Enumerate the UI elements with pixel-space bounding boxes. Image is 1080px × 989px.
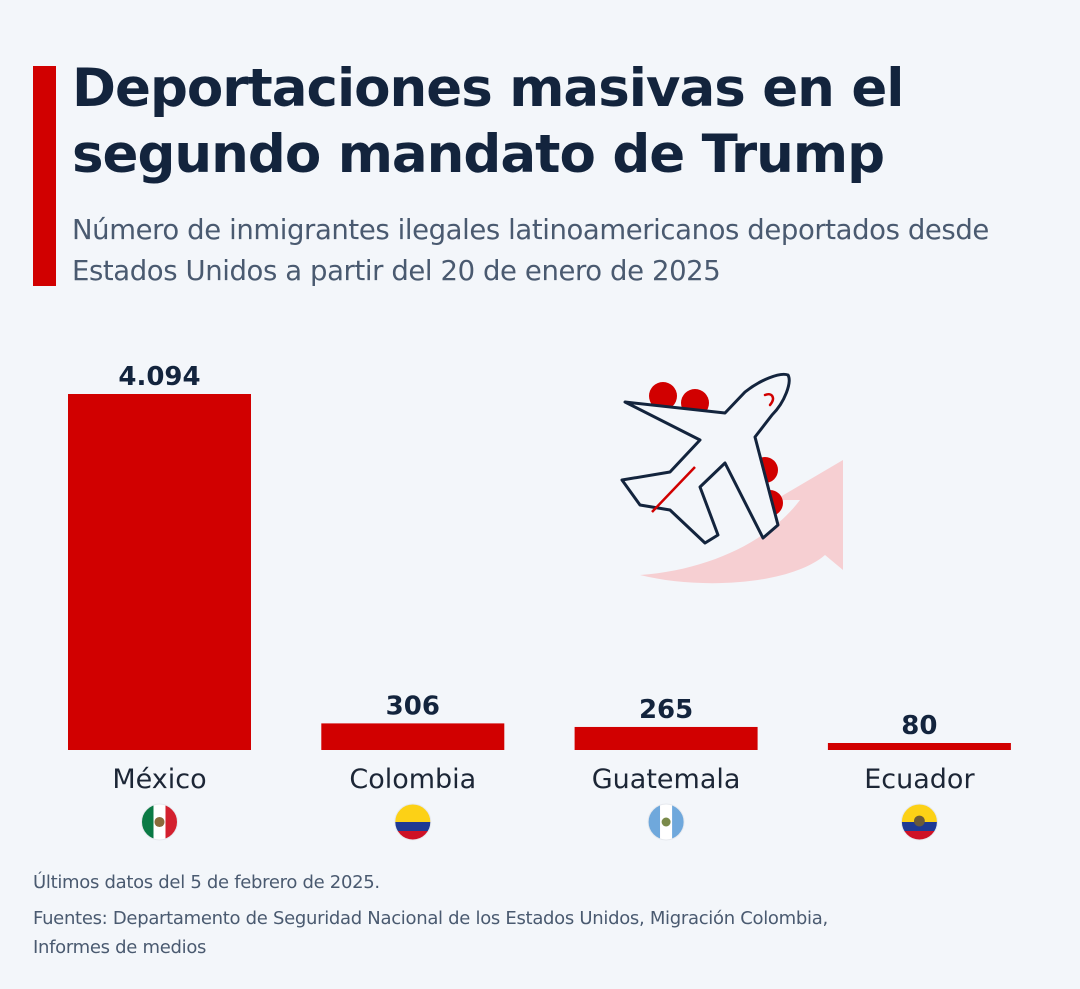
chart-title: Deportaciones masivas en el segundo mand…	[72, 58, 904, 185]
ecuador-flag-icon	[900, 803, 938, 841]
data-date-note: Últimos datos del 5 de febrero de 2025.	[33, 872, 380, 893]
bar-0	[68, 394, 251, 750]
airplane-takeoff-icon	[620, 372, 843, 584]
value-label: 306	[386, 691, 440, 721]
guatemala-flag-icon	[647, 803, 685, 841]
bar-3	[827, 743, 1011, 750]
bar-1	[321, 723, 505, 750]
bars-layer	[68, 394, 1011, 750]
chart-subtitle: Número de inmigrantes ilegales latinoame…	[72, 214, 989, 287]
value-label: 265	[639, 695, 693, 725]
category-label: Colombia	[349, 764, 476, 795]
colombia-flag-icon	[394, 803, 432, 841]
bar-2	[574, 726, 758, 750]
labels-layer: 4.094 México 306 Colombia 265 Guatemala 80 Ecua…	[112, 362, 975, 795]
category-label: Ecuador	[864, 764, 975, 795]
mexico-flag-icon	[141, 803, 178, 841]
value-label: 4.094	[118, 362, 200, 392]
value-label: 80	[901, 711, 937, 741]
category-label: Guatemala	[592, 764, 741, 795]
category-label: México	[112, 764, 206, 795]
arrow-up-icon	[640, 460, 843, 584]
sources-note: Fuentes: Departamento de Seguridad Nacio…	[33, 908, 828, 958]
flags-layer	[141, 803, 938, 841]
bar-chart: 4.094 México 306 Colombia 265 Guatemala 80 Ecua…	[68, 362, 1011, 841]
title-accent-bar	[33, 66, 56, 286]
